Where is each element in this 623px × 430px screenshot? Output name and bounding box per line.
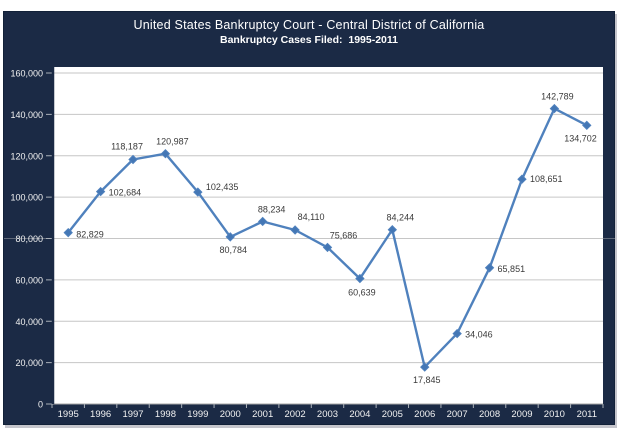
chart-title: United States Bankruptcy Court - Central… (133, 18, 485, 32)
data-point-marker (63, 227, 73, 238)
data-label: 60,639 (348, 288, 376, 298)
data-label: 142,789 (541, 92, 574, 102)
chart-header: United States Bankruptcy Court - Central… (4, 18, 614, 47)
data-point-marker (484, 263, 495, 273)
data-point-marker (420, 362, 430, 372)
data-point-marker (355, 273, 365, 284)
data-point-marker (128, 154, 138, 165)
data-label: 34,046 (465, 330, 493, 340)
line-chart: 0 20,000 40,000 60,000 80,000 100,000 120,000 1… (4, 67, 616, 420)
y-axis-label: 60,000 (15, 275, 43, 285)
x-axis-label: 2005 (382, 409, 403, 420)
data-point-marker (257, 216, 268, 227)
x-axis-label: 2006 (414, 409, 435, 420)
chart-panel: United States Bankruptcy Court - Central… (3, 11, 616, 425)
data-label: 82,829 (76, 230, 104, 240)
data-label: 134,702 (564, 133, 597, 143)
data-point-marker (225, 232, 235, 242)
data-point-marker (290, 225, 300, 235)
data-label: 17,845 (413, 375, 441, 385)
x-axis-label: 2003 (317, 409, 338, 420)
data-point-marker (387, 225, 398, 235)
x-axis-label: 2009 (511, 409, 532, 420)
data-label: 65,851 (498, 264, 526, 274)
y-axis-label: 40,000 (15, 317, 43, 327)
x-axis-label: 1997 (122, 409, 143, 420)
chart-subtitle: Bankruptcy Cases Filed: 1995-2011 (219, 34, 398, 46)
data-label: 108,651 (530, 174, 563, 184)
x-axis-label: 2000 (220, 409, 241, 420)
y-axis-label: 0 (38, 400, 43, 410)
y-axis-label: 80,000 (15, 234, 43, 244)
data-label: 88,234 (258, 204, 286, 214)
x-axis-label: 2004 (349, 409, 370, 420)
x-axis-label: 2010 (544, 409, 565, 420)
data-point-marker (193, 187, 203, 197)
data-point-marker (95, 186, 106, 197)
data-label: 118,187 (111, 142, 143, 152)
data-label: 84,110 (298, 212, 325, 222)
y-axis-label: 120,000 (10, 151, 43, 161)
y-axis-label: 160,000 (10, 69, 43, 79)
data-point-marker (549, 103, 560, 114)
data-label: 102,684 (109, 188, 142, 198)
data-point-marker (582, 120, 592, 131)
plot-area-background (52, 67, 603, 404)
data-point-marker (160, 149, 171, 159)
y-axis-label: 20,000 (15, 358, 43, 368)
data-label: 84,244 (387, 213, 415, 223)
x-axis-label: 2007 (447, 409, 468, 420)
data-label: 120,987 (156, 137, 189, 147)
x-axis-label: 1995 (58, 409, 79, 420)
x-axis-label: 2008 (479, 409, 500, 420)
data-point-marker (322, 242, 333, 253)
data-point-marker (452, 328, 462, 339)
x-axis-label: 2001 (252, 409, 273, 420)
x-axis-label: 2011 (577, 409, 597, 420)
x-axis-label: 1996 (90, 409, 111, 420)
data-label: 80,784 (219, 245, 247, 255)
x-axis-label: 1998 (155, 409, 176, 420)
data-label: 102,435 (206, 182, 239, 192)
x-axis-label: 1999 (187, 409, 208, 420)
y-axis-label: 100,000 (10, 193, 43, 203)
data-point-marker (517, 174, 527, 184)
data-label: 75,686 (330, 230, 358, 240)
x-axis-label: 2002 (285, 409, 306, 420)
y-axis-label: 140,000 (10, 110, 43, 120)
